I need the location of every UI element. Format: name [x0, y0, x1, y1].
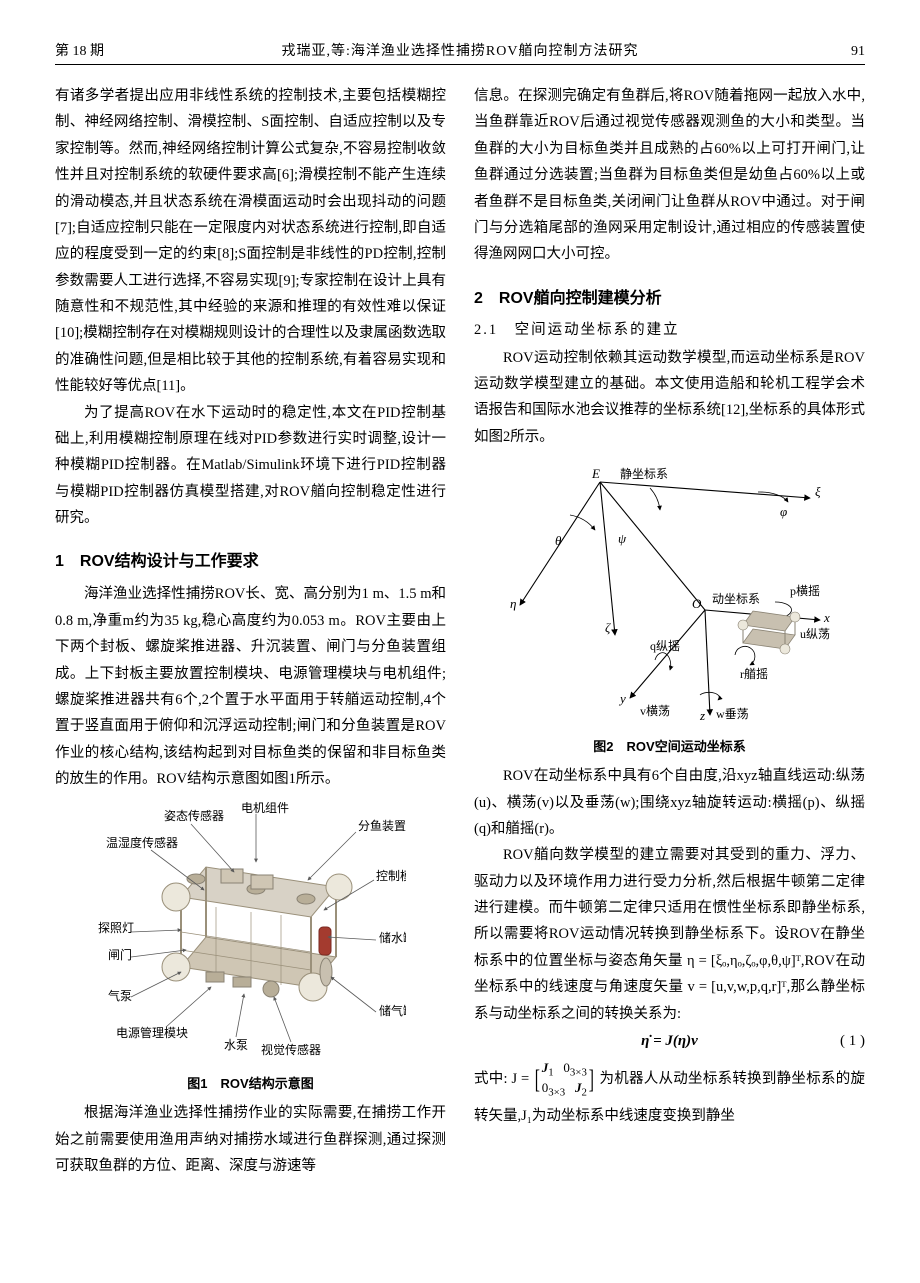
figure-2: E 静坐标系 ξ φ θ ψ η ζ O 动坐标系 x p横摇 u纵荡 q纵摇 …	[474, 460, 865, 730]
equation-1: η̇ = J(η)v ( 1 )	[474, 1033, 865, 1050]
fig2-label-q: q纵摇	[650, 639, 680, 653]
right-column: 信息。在探测完确定有鱼群后,将ROV随着拖网一起放入水中,当鱼群靠近ROV后通过…	[474, 83, 865, 1180]
fig1-label-waterpump: 水泵	[224, 1038, 248, 1052]
fig1-label-gastank: 储气罐	[379, 1003, 406, 1018]
fig1-label-gate: 闸门	[108, 947, 132, 962]
fig2-label-eta: η	[510, 596, 516, 611]
fig2-label-psi: ψ	[618, 531, 627, 546]
fig1-label-attitude: 姿态传感器	[164, 808, 224, 823]
section-2-heading: 2 ROV艏向控制建模分析	[474, 284, 865, 308]
fig2-label-O: O	[692, 596, 702, 611]
fig2-label-E: E	[591, 466, 600, 481]
fig1-label-fish: 分鱼装置	[358, 819, 406, 833]
para-4: 根据海洋渔业选择性捕捞作业的实际需要,在捕捞工作开始之前需要使用渔用声纳对捕捞水…	[55, 1100, 446, 1179]
fig1-label-probe: 探照灯	[98, 921, 134, 935]
fig2-label-w: w垂荡	[716, 707, 749, 721]
fig1-label-control: 控制模块	[376, 869, 406, 883]
para-r3: ROV在动坐标系中具有6个自由度,沿xyz轴直线运动:纵荡(u)、横荡(v)以及…	[474, 763, 865, 842]
header-title: 戎瑞亚,等:海洋渔业选择性捕捞ROV艏向控制方法研究	[282, 40, 639, 60]
fig2-label-zeta: ζ	[605, 620, 611, 635]
figure-2-caption: 图2 ROV空间运动坐标系	[474, 736, 865, 755]
coordinate-system-diagram: E 静坐标系 ξ φ θ ψ η ζ O 动坐标系 x p横摇 u纵荡 q纵摇 …	[500, 460, 840, 725]
fig2-label-y: y	[618, 691, 626, 706]
para-1: 有诸多学者提出应用非线性系统的控制技术,主要包括模糊控制、神经网络控制、滑模控制…	[55, 83, 446, 400]
jacobian-matrix: [ J1 03×3 03×3 J2 ]	[533, 1056, 595, 1103]
fig2-label-xi: ξ	[815, 484, 821, 499]
para-r5: 式中: J = [ J1 03×3 03×3 J2 ] 为机器人从动坐标系转换到…	[474, 1056, 865, 1130]
left-column: 有诸多学者提出应用非线性系统的控制技术,主要包括模糊控制、神经网络控制、滑模控制…	[55, 83, 446, 1180]
para-r4: ROV艏向数学模型的建立需要对其受到的重力、浮力、驱动力以及环境作用力进行受力分…	[474, 842, 865, 1027]
fig1-label-temp: 温湿度传感器	[106, 835, 178, 850]
fig2-label-phi: φ	[780, 504, 787, 519]
eq1-content: η̇ = J(η)v	[641, 1033, 698, 1049]
fig1-label-power: 电源管理模块	[116, 1025, 188, 1040]
section-2-1-heading: 2.1 空间运动坐标系的建立	[474, 318, 865, 339]
running-header: 第 18 期 戎瑞亚,等:海洋渔业选择性捕捞ROV艏向控制方法研究 91	[55, 40, 865, 65]
fig1-label-pump: 气泵	[108, 988, 132, 1003]
figure-1-caption: 图1 ROV结构示意图	[55, 1073, 446, 1092]
fig2-label-v: v横荡	[640, 704, 670, 718]
fig2-label-x: x	[823, 610, 830, 625]
fig1-label-motor: 电机组件	[241, 802, 289, 815]
para-3: 海洋渔业选择性捕捞ROV长、宽、高分别为1 m、1.5 m和0.8 m,净重m约…	[55, 581, 446, 792]
header-issue: 第 18 期	[55, 40, 104, 60]
fig2-label-dynamic: 动坐标系	[712, 592, 760, 606]
para-2: 为了提高ROV在水下运动时的稳定性,本文在PID控制基础上,利用模糊控制原理在线…	[55, 400, 446, 532]
fig1-label-tank: 储水罐	[379, 930, 406, 945]
rov-structure-diagram: 姿态传感器 温湿度传感器 电机组件 分鱼装置 控制模块 储水罐 储气罐 探照灯 …	[96, 802, 406, 1062]
header-pagenum: 91	[851, 44, 865, 60]
fig2-label-p: p横摇	[790, 584, 820, 598]
fig2-label-r: r艏摇	[740, 667, 768, 681]
para-r2: ROV运动控制依赖其运动数学模型,而运动坐标系是ROV运动数学模型建立的基础。本…	[474, 345, 865, 451]
fig2-label-static: 静坐标系	[620, 467, 668, 481]
fig1-label-vision: 视觉传感器	[261, 1042, 321, 1057]
eq1-number: ( 1 )	[840, 1033, 865, 1050]
fig2-label-u: u纵荡	[800, 627, 830, 641]
figure-1: 姿态传感器 温湿度传感器 电机组件 分鱼装置 控制模块 储水罐 储气罐 探照灯 …	[55, 802, 446, 1067]
section-1-heading: 1 ROV结构设计与工作要求	[55, 547, 446, 571]
fig2-label-z: z	[699, 708, 705, 723]
para-r5-prefix: 式中: J =	[474, 1071, 533, 1087]
para-r1: 信息。在探测完确定有鱼群后,将ROV随着拖网一起放入水中,当鱼群靠近ROV后通过…	[474, 83, 865, 268]
fig2-label-theta: θ	[555, 533, 562, 548]
